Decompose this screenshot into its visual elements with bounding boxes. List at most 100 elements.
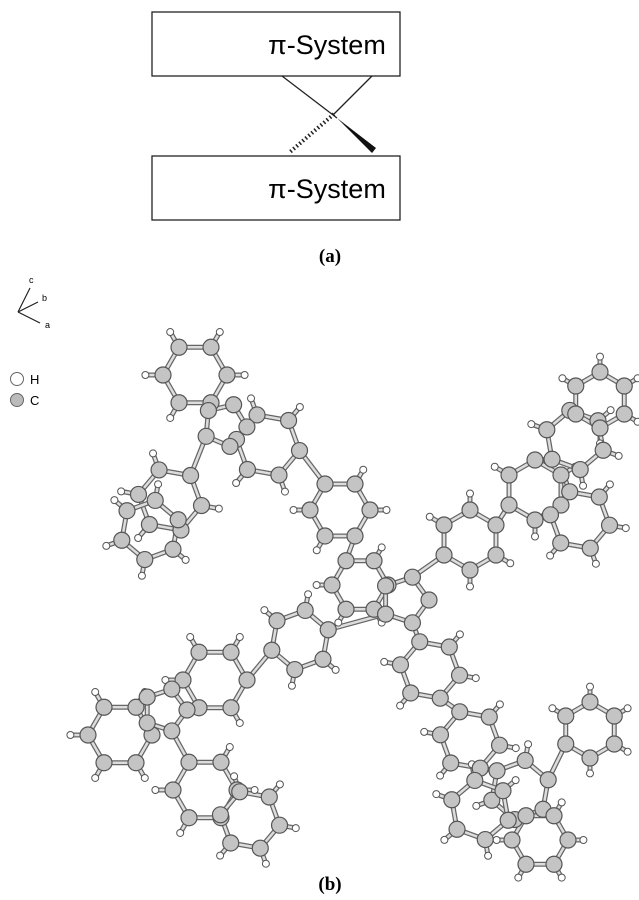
hydrogen [624, 748, 631, 755]
carbon [518, 856, 534, 872]
carbon [558, 736, 574, 752]
carbon [462, 562, 478, 578]
hydrogen [456, 631, 463, 638]
legend-label: H [30, 372, 39, 387]
hydrogen [118, 488, 125, 495]
carbon [239, 462, 255, 478]
legend-label: C [30, 393, 39, 408]
hydrogen [580, 837, 587, 844]
hydrogen [592, 560, 599, 567]
hydrogen [142, 372, 149, 379]
hydrogen [276, 781, 283, 788]
carbon [404, 569, 420, 585]
carbon [488, 517, 504, 533]
carbon [595, 442, 611, 458]
carbon [80, 727, 96, 743]
legend-c [11, 394, 24, 407]
carbon [347, 476, 363, 492]
hydrogen [512, 745, 519, 752]
carbon [432, 727, 448, 743]
hydrogen [381, 658, 388, 665]
hydrogen [290, 507, 297, 514]
hydrogen [607, 407, 614, 414]
carbon [488, 547, 504, 563]
carbon [170, 512, 186, 528]
carbon [582, 750, 598, 766]
hydrogen [261, 607, 268, 614]
hydrogen [251, 787, 258, 794]
hydrogen [615, 452, 622, 459]
carbon [462, 502, 478, 518]
carbon [539, 422, 555, 438]
carbon [96, 755, 112, 771]
box-label: π-System [268, 30, 386, 60]
carbon [119, 503, 135, 519]
carbon [272, 817, 288, 833]
carbon [128, 755, 144, 771]
carbon [139, 689, 155, 705]
carbon [281, 412, 297, 428]
carbon [114, 532, 130, 548]
carbon [436, 547, 452, 563]
carbon [517, 752, 533, 768]
carbon [183, 467, 199, 483]
hydrogen [152, 787, 159, 794]
hydrogen [426, 513, 433, 520]
carbon [568, 406, 584, 422]
hashed-bond [290, 114, 334, 152]
carbon [378, 606, 394, 622]
carbon [436, 517, 452, 533]
hydrogen [138, 572, 145, 579]
hydrogen [467, 490, 474, 497]
carbon [315, 651, 331, 667]
carbon [606, 708, 622, 724]
carbon [602, 517, 618, 533]
axes-icon [18, 288, 40, 323]
carbon [213, 754, 229, 770]
carbon [164, 723, 180, 739]
axis-label: a [45, 320, 50, 330]
carbon [317, 476, 333, 492]
carbon [302, 502, 318, 518]
carbon [252, 840, 268, 856]
hydrogen [313, 582, 320, 589]
carbon [139, 715, 155, 731]
hydrogen [236, 634, 243, 641]
hydrogen [597, 353, 604, 360]
hydrogen [397, 702, 404, 709]
hydrogen [493, 837, 500, 844]
wedge-bond [337, 118, 376, 153]
carbon [151, 462, 167, 478]
molecule [67, 329, 639, 882]
legend-h [11, 373, 24, 386]
hydrogen [141, 774, 148, 781]
carbon [271, 467, 287, 483]
axis-label: b [42, 293, 47, 303]
carbon [194, 498, 210, 514]
hydrogen [226, 744, 233, 751]
carbon [452, 667, 468, 683]
hydrogen [215, 505, 222, 512]
carbon [616, 378, 632, 394]
hydrogen [296, 404, 303, 411]
carbon [616, 406, 632, 422]
carbon [366, 553, 382, 569]
hydrogen [288, 682, 295, 689]
hydrogen [67, 732, 74, 739]
hydrogen [485, 852, 492, 859]
hydrogen [624, 705, 631, 712]
carbon [542, 507, 558, 523]
carbon [582, 694, 598, 710]
carbon [518, 808, 534, 824]
hydrogen [236, 719, 243, 726]
carbon [239, 672, 255, 688]
hydrogen [634, 418, 639, 425]
hydrogen [231, 773, 238, 780]
carbon [606, 736, 622, 752]
carbon [362, 502, 378, 518]
carbon [568, 378, 584, 394]
carbon [501, 497, 517, 513]
hydrogen [580, 482, 587, 489]
hydrogen [496, 701, 503, 708]
carbon [492, 737, 508, 753]
